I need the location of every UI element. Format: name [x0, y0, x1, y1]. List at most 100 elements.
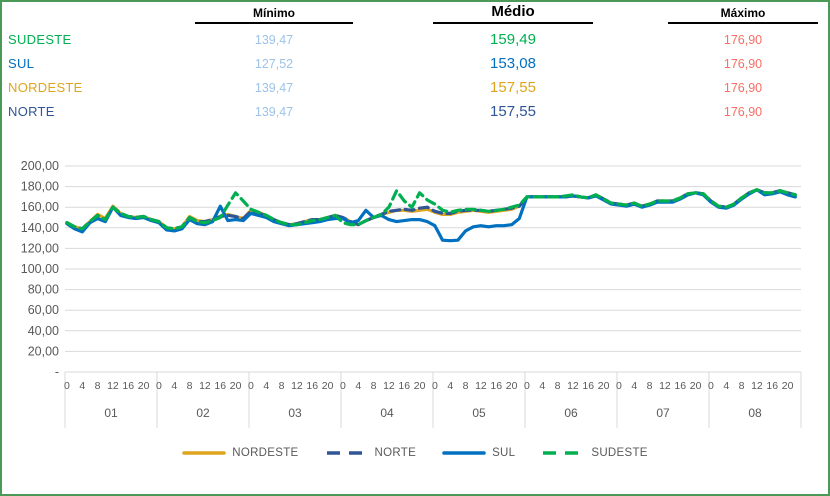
- table-row-nordeste: NORDESTE 139,47 157,55 176,90: [2, 76, 828, 100]
- y-tick-label: -: [55, 365, 59, 379]
- hour-tick-label: 12: [291, 380, 303, 392]
- day-tick-label: 07: [656, 406, 670, 420]
- hour-tick-label: 4: [263, 380, 269, 392]
- hour-tick-label: 4: [723, 380, 729, 392]
- legend-label: SUL: [492, 447, 516, 459]
- hour-tick-label: 8: [555, 380, 561, 392]
- legend-label: NORDESTE: [232, 447, 299, 459]
- hour-tick-label: 16: [766, 380, 778, 392]
- series-line-sul: [65, 188, 797, 243]
- chart-legend: NORDESTE NORTE SUL SUDESTE: [2, 440, 828, 466]
- y-tick-label: 20,00: [28, 344, 59, 358]
- hour-tick-label: 20: [598, 380, 610, 392]
- region-label[interactable]: NORTE: [8, 104, 55, 119]
- hour-tick-label: 12: [659, 380, 671, 392]
- sul-line-sample-icon: [442, 451, 486, 455]
- hour-tick-label: 12: [475, 380, 487, 392]
- hour-tick-label: 20: [230, 380, 242, 392]
- hour-tick-label: 0: [248, 380, 254, 392]
- legend-item-norte[interactable]: NORTE: [325, 447, 417, 459]
- hour-tick-label: 8: [463, 380, 469, 392]
- region-label[interactable]: NORDESTE: [8, 80, 83, 95]
- maximo-value[interactable]: 176,90: [723, 81, 763, 95]
- hour-tick-label: 16: [122, 380, 134, 392]
- column-header-medio[interactable]: Médio: [433, 3, 593, 24]
- hour-tick-label: 16: [398, 380, 410, 392]
- y-tick-label: 120,00: [21, 241, 59, 255]
- hour-tick-label: 8: [739, 380, 745, 392]
- hour-tick-label: 0: [524, 380, 530, 392]
- y-tick-label: 80,00: [28, 283, 59, 297]
- hour-tick-label: 16: [674, 380, 686, 392]
- hour-tick-label: 4: [171, 380, 177, 392]
- legend-item-nordeste[interactable]: NORDESTE: [182, 447, 298, 459]
- minimo-value[interactable]: 139,47: [254, 81, 294, 95]
- legend-label: NORTE: [374, 447, 417, 459]
- y-tick-label: 100,00: [21, 262, 59, 276]
- hour-tick-label: 8: [187, 380, 193, 392]
- region-label[interactable]: SUL: [8, 56, 35, 71]
- region-label[interactable]: SUDESTE: [8, 32, 72, 47]
- hour-tick-label: 8: [647, 380, 653, 392]
- medio-value[interactable]: 157,55: [490, 103, 536, 120]
- hour-tick-label: 12: [383, 380, 395, 392]
- medio-value[interactable]: 159,49: [490, 31, 536, 48]
- hour-tick-label: 4: [447, 380, 453, 392]
- legend-label: SUDESTE: [591, 447, 648, 459]
- hour-tick-label: 20: [138, 380, 150, 392]
- hour-tick-label: 16: [490, 380, 502, 392]
- hour-tick-label: 0: [340, 380, 346, 392]
- day-tick-label: 02: [196, 406, 210, 420]
- medio-value[interactable]: 157,55: [490, 79, 536, 96]
- nordeste-line-sample-icon: [182, 451, 226, 455]
- hour-tick-label: 16: [214, 380, 226, 392]
- hour-tick-label: 12: [199, 380, 211, 392]
- hour-tick-label: 4: [539, 380, 545, 392]
- maximo-value[interactable]: 176,90: [723, 57, 763, 71]
- y-tick-label: 60,00: [28, 303, 59, 317]
- y-tick-label: 180,00: [21, 180, 59, 194]
- hour-tick-label: 12: [567, 380, 579, 392]
- legend-item-sul[interactable]: SUL: [442, 447, 515, 459]
- table-row-sul: SUL 127,52 153,08 176,90: [2, 52, 828, 76]
- day-tick-label: 08: [748, 406, 762, 420]
- hour-tick-label: 20: [414, 380, 426, 392]
- hour-tick-label: 12: [751, 380, 763, 392]
- hour-tick-label: 16: [306, 380, 318, 392]
- y-tick-label: 160,00: [21, 200, 59, 214]
- hour-tick-label: 16: [582, 380, 594, 392]
- hour-tick-label: 20: [782, 380, 794, 392]
- hour-tick-label: 12: [107, 380, 119, 392]
- column-header-minimo[interactable]: Mínimo: [195, 6, 353, 24]
- column-header-maximo[interactable]: Máximo: [668, 6, 818, 24]
- y-tick-label: 200,00: [21, 159, 59, 173]
- maximo-value[interactable]: 176,90: [723, 105, 763, 119]
- y-tick-label: 140,00: [21, 221, 59, 235]
- hour-tick-label: 20: [322, 380, 334, 392]
- hour-tick-label: 8: [279, 380, 285, 392]
- hour-tick-label: 4: [631, 380, 637, 392]
- hour-tick-label: 0: [708, 380, 714, 392]
- hour-tick-label: 4: [79, 380, 85, 392]
- legend-item-sudeste[interactable]: SUDESTE: [541, 447, 647, 459]
- hour-tick-label: 0: [156, 380, 162, 392]
- medio-value[interactable]: 153,08: [490, 55, 536, 72]
- day-tick-label: 04: [380, 406, 394, 420]
- minimo-value[interactable]: 127,52: [254, 57, 294, 71]
- hour-tick-label: 4: [355, 380, 361, 392]
- norte-line-sample-icon: [326, 451, 367, 455]
- day-tick-label: 03: [288, 406, 302, 420]
- series-line-sudeste: [65, 188, 797, 231]
- hour-tick-label: 20: [690, 380, 702, 392]
- day-tick-label: 05: [472, 406, 486, 420]
- day-tick-label: 06: [564, 406, 578, 420]
- table-row-sudeste: SUDESTE 139,47 159,49 176,90: [2, 28, 828, 52]
- y-tick-label: 40,00: [28, 324, 59, 338]
- hour-tick-label: 0: [64, 380, 70, 392]
- minimo-value[interactable]: 139,47: [254, 33, 294, 47]
- minimo-value[interactable]: 139,47: [254, 105, 294, 119]
- day-tick-label: 01: [104, 406, 118, 420]
- maximo-value[interactable]: 176,90: [723, 33, 763, 47]
